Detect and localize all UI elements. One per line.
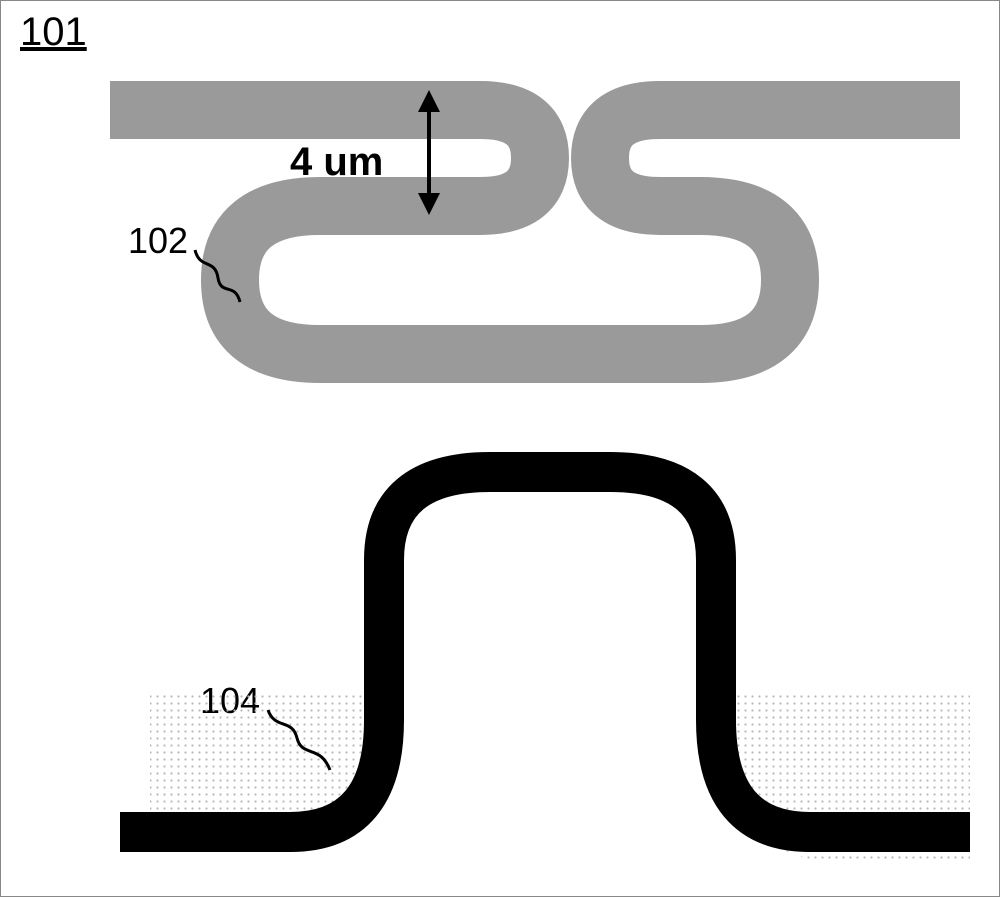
- serpentine-trace: [110, 110, 960, 354]
- dimension-arrow: [418, 90, 440, 215]
- diagram-canvas: [0, 0, 1000, 897]
